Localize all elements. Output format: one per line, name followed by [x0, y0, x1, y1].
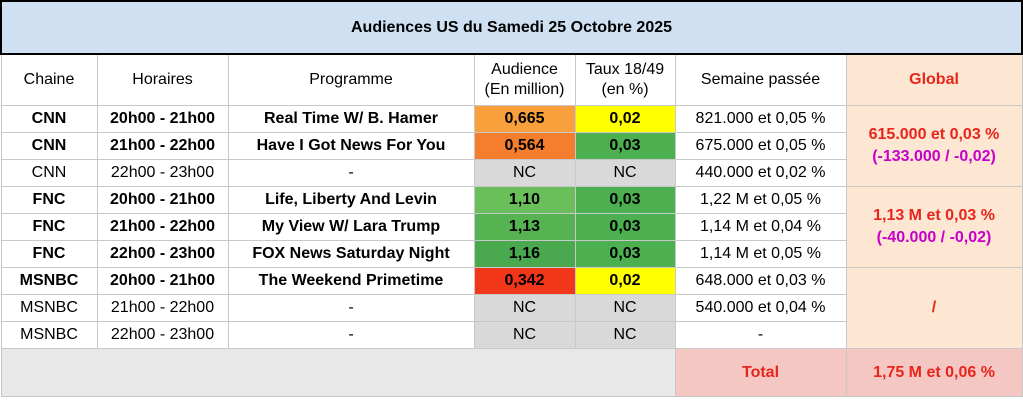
cell-taux: 0,02 [574, 105, 676, 133]
table-row: CNN 21h00 - 22h00 Have I Got News For You 0… [0, 132, 1022, 160]
cell-programme: The Weekend Primetime [227, 267, 475, 295]
cell-audience: NC [473, 294, 576, 322]
footer-empty [0, 348, 676, 397]
global-fnc: 1,13 M et 0,03 % (-40.000 / -0,02) [845, 186, 1023, 268]
global-cnn-main: 615.000 et 0,03 % [868, 126, 1000, 143]
cell-taux: NC [574, 321, 676, 349]
cell-horaires: 22h00 - 23h00 [96, 159, 229, 187]
cell-chaine: CNN [0, 105, 98, 133]
header-semaine: Semaine passée [674, 53, 847, 106]
cell-semaine: 821.000 et 0,05 % [674, 105, 847, 133]
cell-programme: My View W/ Lara Trump [227, 213, 475, 241]
global-msnbc: / [845, 267, 1023, 349]
cell-programme: - [227, 321, 475, 349]
cell-programme: - [227, 159, 475, 187]
header-audience-line1: Audience [491, 61, 558, 78]
cell-programme: FOX News Saturday Night [227, 240, 475, 268]
global-cnn-diff: (-133.000 / -0,02) [872, 148, 996, 165]
table-row: FNC 22h00 - 23h00 FOX News Saturday Night 1… [0, 240, 1022, 268]
cell-horaires: 22h00 - 23h00 [96, 240, 229, 268]
cell-audience: NC [473, 321, 576, 349]
cell-horaires: 20h00 - 21h00 [96, 267, 229, 295]
footer-total-value: 1,75 M et 0,06 % [845, 348, 1023, 397]
cell-semaine: 1,14 M et 0,05 % [674, 240, 847, 268]
cell-chaine: MSNBC [0, 321, 98, 349]
audience-table: Audiences US du Samedi 25 Octobre 2025 C… [0, 0, 1023, 397]
cell-horaires: 20h00 - 21h00 [96, 186, 229, 214]
header-audience-line2: (En million) [484, 81, 565, 98]
global-cnn: 615.000 et 0,03 % (-133.000 / -0,02) [845, 105, 1023, 187]
cell-programme: Have I Got News For You [227, 132, 475, 160]
table-row: CNN 20h00 - 21h00 Real Time W/ B. Hamer 0,6… [0, 105, 1023, 187]
cell-horaires: 21h00 - 22h00 [96, 132, 229, 160]
cell-chaine: CNN [0, 159, 98, 187]
footer-row: Total 1,75 M et 0,06 % [0, 348, 1023, 397]
table-row: CNN 22h00 - 23h00- NC NC 440.000 et 0,02 % [0, 159, 1022, 187]
header-taux-line2: (en %) [601, 81, 649, 98]
header-programme: Programme [227, 53, 475, 106]
cell-taux: NC [574, 159, 676, 187]
cell-taux: 0,03 [574, 240, 676, 268]
cell-chaine: FNC [0, 213, 98, 241]
header-taux: Taux 18/49 (en %) [574, 53, 676, 106]
cell-audience: 1,10 [473, 186, 576, 214]
cell-chaine: MSNBC [0, 267, 98, 295]
table-row: MSNBC 20h00 - 21h00 The Weekend Primetime 0… [0, 267, 1023, 349]
cell-horaires: 21h00 - 22h00 [96, 294, 229, 322]
cell-programme: - [227, 294, 475, 322]
header-chaine: Chaine [0, 53, 98, 106]
global-fnc-diff: (-40.000 / -0,02) [876, 229, 992, 246]
table-row: MSNBC 22h00 - 23h00- NC NC - [0, 321, 1022, 349]
cell-semaine: 1,22 M et 0,05 % [674, 186, 847, 214]
cell-audience: 1,16 [473, 240, 576, 268]
cell-programme: Life, Liberty And Levin [227, 186, 475, 214]
header-audience: Audience (En million) [473, 53, 576, 106]
cell-programme: Real Time W/ B. Hamer [227, 105, 475, 133]
cell-semaine: 648.000 et 0,03 % [674, 267, 847, 295]
cell-audience: NC [473, 159, 576, 187]
cell-semaine: 675.000 et 0,05 % [674, 132, 847, 160]
cell-audience: 0,564 [473, 132, 576, 160]
header-row: Chaine Horaires Programme Audience (En mi… [0, 53, 1023, 106]
cell-audience: 0,342 [473, 267, 576, 295]
table-row: FNC 20h00 - 21h00 Life, Liberty And Levin 1… [0, 186, 1023, 268]
cell-taux: 0,03 [574, 186, 676, 214]
cell-semaine: - [674, 321, 847, 349]
header-global: Global [845, 53, 1023, 106]
cell-audience: 0,665 [473, 105, 576, 133]
cell-chaine: CNN [0, 132, 98, 160]
table-row: MSNBC 21h00 - 22h00- NC NC 540.000 et 0,04 % [0, 294, 1022, 322]
cell-chaine: FNC [0, 240, 98, 268]
cell-chaine: MSNBC [0, 294, 98, 322]
cell-chaine: FNC [0, 186, 98, 214]
cell-taux: 0,03 [574, 132, 676, 160]
header-taux-line1: Taux 18/49 [585, 61, 665, 78]
header-horaires: Horaires [96, 53, 229, 106]
cell-taux: 0,02 [574, 267, 676, 295]
table-body: CNN 20h00 - 21h00 Real Time W/ B. Hamer 0,6… [0, 105, 1023, 349]
cell-taux: 0,03 [574, 213, 676, 241]
cell-semaine: 540.000 et 0,04 % [674, 294, 847, 322]
cell-taux: NC [574, 294, 676, 322]
table-title: Audiences US du Samedi 25 Octobre 2025 [0, 0, 1023, 55]
cell-horaires: 22h00 - 23h00 [96, 321, 229, 349]
cell-horaires: 20h00 - 21h00 [96, 105, 229, 133]
cell-semaine: 440.000 et 0,02 % [674, 159, 847, 187]
global-msnbc-value: / [931, 299, 937, 316]
cell-horaires: 21h00 - 22h00 [96, 213, 229, 241]
cell-semaine: 1,14 M et 0,04 % [674, 213, 847, 241]
cell-audience: 1,13 [473, 213, 576, 241]
footer-total-label: Total [674, 348, 847, 397]
global-fnc-main: 1,13 M et 0,03 % [873, 207, 995, 224]
